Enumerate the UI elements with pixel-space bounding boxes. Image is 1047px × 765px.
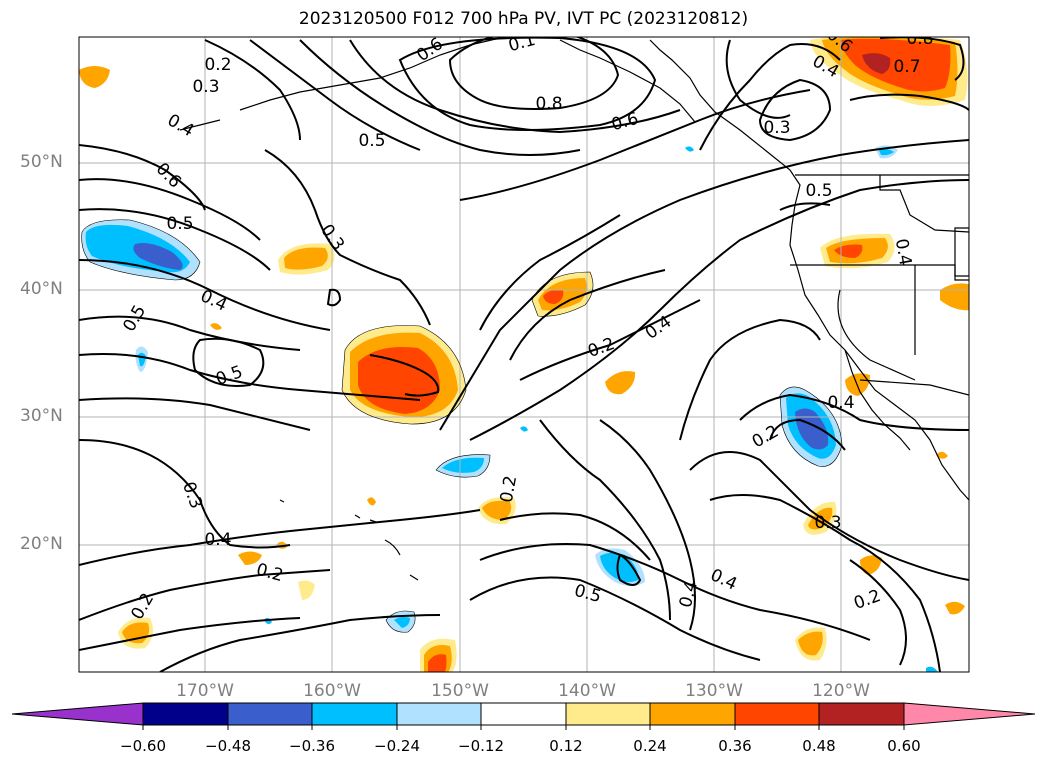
contour-label: 0.4 (707, 565, 740, 595)
coastline-baja (844, 349, 911, 451)
anomaly-fill-gulf-alaska-red (840, 38, 951, 92)
contour-label: 0.1 (506, 30, 537, 56)
contour-label: 0.5 (358, 131, 385, 151)
colorbar-tick-label: −0.48 (205, 737, 251, 755)
anomaly-fill-45n-175w-blue (133, 243, 183, 270)
contour-label: 0.4 (676, 579, 702, 610)
contour-label: 0.4 (642, 312, 676, 344)
coastline-alaska (239, 37, 501, 111)
colorbar-tick-label: 0.48 (802, 737, 836, 755)
colorbar-extend-max (903, 702, 1036, 726)
contour-label: 0.6 (609, 109, 640, 135)
colorbar (11, 702, 1036, 730)
colorbar-tick-label: 0.24 (633, 737, 667, 755)
map-gridlines (79, 37, 969, 672)
anomaly-fill-gulf-alaska-darkred (862, 53, 891, 74)
contour-label: 0.3 (763, 118, 790, 138)
lon-label-120w: 120°W (812, 681, 870, 701)
contour-label: 0.5 (805, 181, 832, 201)
map-frame (78, 36, 970, 673)
contour-label: 0.2 (204, 55, 231, 75)
contour-pv-0.6 (398, 37, 657, 131)
contour-label: 0.5 (166, 214, 193, 234)
lat-label-20n: 20°N (20, 534, 63, 554)
colorbar-tick-label: −0.36 (289, 737, 335, 755)
contour-label: 0.8 (535, 94, 562, 114)
lat-label-50n: 50°N (20, 152, 63, 172)
contour-label: 0.4 (891, 237, 915, 267)
negative-anomaly-fills (81, 145, 938, 672)
map-title: 2023120500 F012 700 hPa PV, IVT PC (2023… (298, 9, 749, 29)
coastline-north-america-west (649, 39, 969, 501)
colorbar-extend-min (11, 702, 144, 726)
contour-pv-0.8 (448, 37, 620, 110)
colorbar-tick-label: 0.36 (718, 737, 752, 755)
coastlines (179, 37, 969, 581)
contour-label: 0.5 (572, 581, 603, 607)
contour-label: 0.4 (197, 286, 230, 316)
contour-label: 0.7 (893, 57, 920, 77)
border-mexico-us (859, 379, 969, 396)
contour-label: 0.2 (497, 474, 521, 504)
contour-label: 0.4 (827, 393, 854, 413)
colorbar-tick-label: −0.60 (120, 737, 166, 755)
contour-label: 0.3 (814, 513, 841, 533)
anomaly-fill-baja-blue (795, 408, 829, 450)
colorbar-tick-label: −0.24 (374, 737, 420, 755)
lon-label-160w: 160°W (303, 681, 361, 701)
contour-label: 0.5 (119, 302, 150, 335)
contour-label: 0.4 (164, 110, 197, 141)
colorbar-tick-label: −0.12 (458, 737, 504, 755)
lon-label-140w: 140°W (558, 681, 616, 701)
lon-label-130w: 130°W (685, 681, 743, 701)
colorbar-tick-label: 0.12 (549, 737, 583, 755)
contour-label: 0.8 (906, 29, 933, 49)
contour-label: 0.2 (585, 334, 617, 362)
contour-pv-0.4 (439, 139, 969, 431)
anomaly-fill-40n-150w-red (543, 289, 564, 304)
lat-label-40n: 40°N (20, 279, 63, 299)
colorbar-tick-label: 0.60 (887, 737, 921, 755)
anomaly-fill-45n-163w-orange (284, 247, 328, 270)
pv-contours (79, 37, 969, 672)
lon-label-150w: 150°W (431, 681, 489, 701)
contour-label: 0.2 (254, 560, 285, 586)
lat-label-30n: 30°N (20, 406, 63, 426)
contour-label: 0.4 (204, 530, 231, 550)
lon-label-170w: 170°W (176, 681, 234, 701)
contour-label: 0.3 (192, 77, 219, 97)
map-plot-area: 0.2 0.3 0.6 0.1 0.8 0.6 0.3 0.7 0.8 0.6 … (79, 29, 969, 672)
contour-label: 0.2 (851, 586, 883, 614)
contour-label: 0.6 (413, 34, 447, 66)
